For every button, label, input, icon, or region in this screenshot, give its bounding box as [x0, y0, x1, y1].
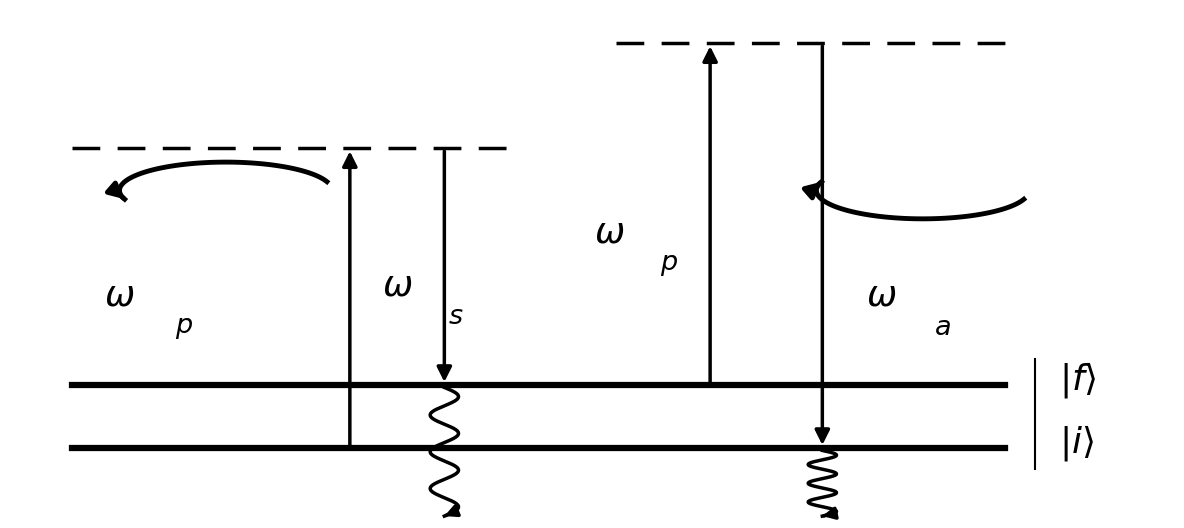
Text: $a$: $a$: [934, 314, 951, 341]
Text: $|f\rangle$: $|f\rangle$: [1058, 360, 1096, 400]
Text: $p$: $p$: [175, 314, 193, 341]
Text: $\omega$: $\omega$: [104, 278, 135, 313]
Text: $p$: $p$: [659, 250, 677, 278]
Text: $\omega$: $\omega$: [381, 268, 412, 302]
Text: $|i\rangle$: $|i\rangle$: [1058, 422, 1094, 463]
Text: $\omega$: $\omega$: [594, 215, 625, 250]
Text: $\omega$: $\omega$: [866, 278, 896, 313]
Text: $s$: $s$: [449, 303, 464, 330]
